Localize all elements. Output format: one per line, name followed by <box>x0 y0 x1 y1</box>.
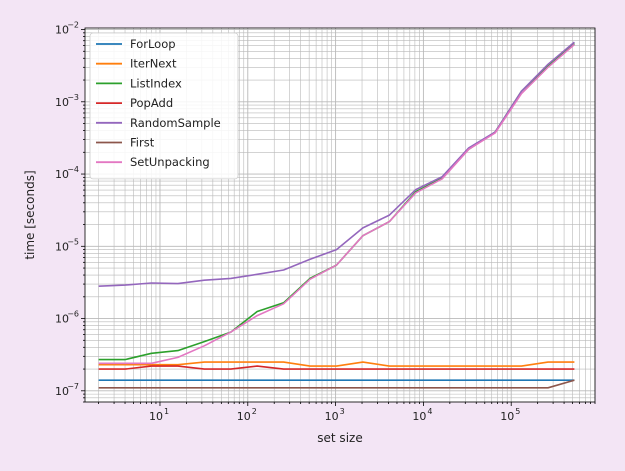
legend-label: SetUnpacking <box>130 155 210 169</box>
series-line-setunpacking <box>98 43 575 365</box>
x-tick-label: 10 <box>149 410 163 423</box>
x-tick-exponent: 2 <box>252 407 257 416</box>
y-axis-label: time [seconds] <box>23 170 37 259</box>
legend-label: First <box>130 136 155 150</box>
x-axis-label: set size <box>317 431 362 445</box>
x-tick-exponent: 4 <box>427 407 432 416</box>
legend-label: PopAdd <box>130 96 173 110</box>
y-tick-label: 10 <box>55 96 69 109</box>
plot-frame <box>84 27 596 403</box>
y-tick-label: 10 <box>55 168 69 181</box>
y-tick-exponent: −2 <box>67 21 79 30</box>
y-tick-label: 10 <box>55 385 69 398</box>
series-lines <box>98 41 575 389</box>
y-tick-exponent: −5 <box>67 237 79 246</box>
y-tick-exponent: −3 <box>67 93 79 102</box>
legend: ForLoop IterNext ListIndex PopAdd RandomSamp… <box>89 32 239 180</box>
x-tick-label: 10 <box>412 410 426 423</box>
y-tick-label: 10 <box>55 313 69 326</box>
series-line-iternext <box>98 361 575 367</box>
y-tick-label: 10 <box>55 240 69 253</box>
legend-label: ListIndex <box>130 76 182 90</box>
series-line-popadd <box>98 365 575 370</box>
legend-label: RandomSample <box>130 116 221 130</box>
y-tick-labels: −710−610−510−410−310−210 <box>55 21 79 398</box>
x-tick-label: 10 <box>237 410 251 423</box>
series-line-first <box>98 379 575 389</box>
legend-box <box>89 32 239 180</box>
y-tick-exponent: −7 <box>67 382 79 391</box>
legend-label: ForLoop <box>130 37 176 51</box>
x-tick-exponent: 1 <box>164 407 169 416</box>
y-tick-label: 10 <box>55 24 69 37</box>
y-tick-exponent: −4 <box>67 165 79 174</box>
x-tick-labels: 10 1 10 2 10 3 10 4 10 5 <box>149 407 520 423</box>
y-tick-exponent: −6 <box>67 310 79 319</box>
axis-ticks <box>81 29 596 406</box>
x-tick-label: 10 <box>500 410 514 423</box>
x-tick-label: 10 <box>325 410 339 423</box>
legend-label: IterNext <box>130 57 177 71</box>
x-tick-exponent: 5 <box>515 407 520 416</box>
x-tick-exponent: 3 <box>340 407 345 416</box>
